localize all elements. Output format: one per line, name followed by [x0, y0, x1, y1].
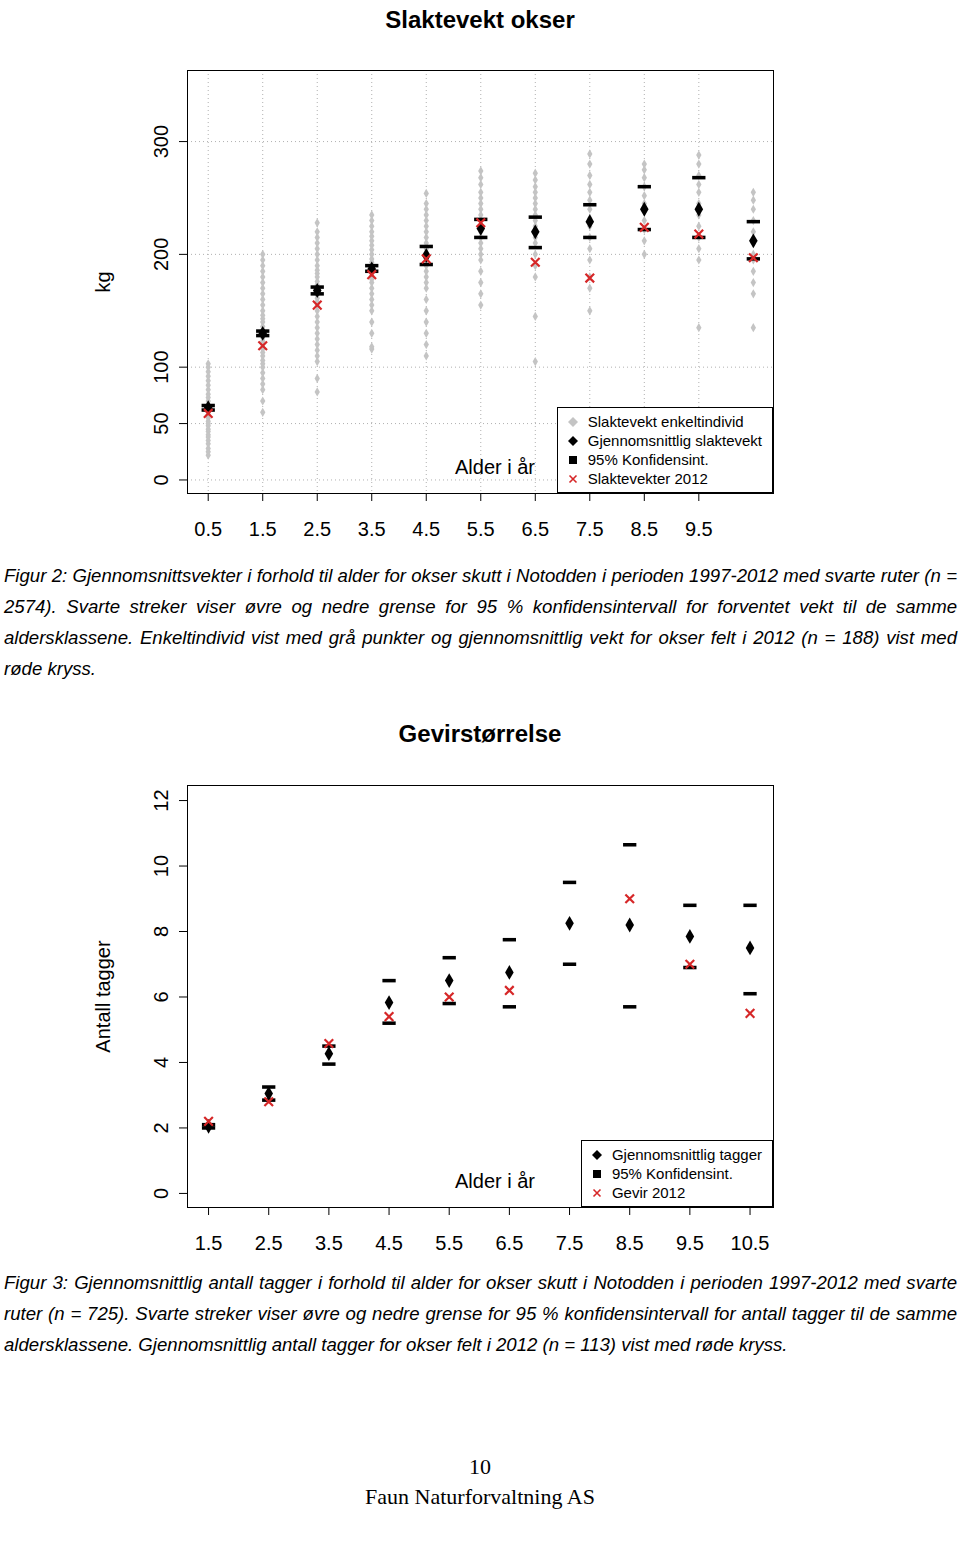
- svg-text:7.5: 7.5: [576, 518, 604, 540]
- svg-text:12: 12: [150, 789, 172, 811]
- svg-text:10: 10: [150, 855, 172, 877]
- svg-text:Antall tagger: Antall tagger: [92, 940, 114, 1053]
- svg-text:4.5: 4.5: [412, 518, 440, 540]
- svg-text:8.5: 8.5: [616, 1232, 644, 1254]
- html-text:Faun Naturforvaltning AS: Faun Naturforvaltning AS: [365, 1484, 595, 1509]
- html-text:Gjennomsnittlig slaktevekt: Gjennomsnittlig slaktevekt: [587, 432, 762, 449]
- svg-text:200: 200: [150, 238, 172, 271]
- html-text:95% Konfidensint.: 95% Konfidensint.: [611, 1165, 733, 1182]
- svg-text:3.5: 3.5: [358, 518, 386, 540]
- html-text:Figur 3: Gjennomsnittlig antal: Figur 3: Gjennomsnittlig antall tagger i…: [4, 1272, 957, 1355]
- html-text:Slaktevekter 2012: Slaktevekter 2012: [587, 470, 708, 487]
- svg-text:100: 100: [150, 350, 172, 383]
- html-text:95% Konfidensint.: 95% Konfidensint.: [587, 451, 709, 468]
- svg-text:8.5: 8.5: [630, 518, 658, 540]
- svg-text:6.5: 6.5: [521, 518, 549, 540]
- svg-text:6.5: 6.5: [495, 1232, 523, 1254]
- html-text:10: 10: [469, 1454, 491, 1479]
- svg-text:300: 300: [150, 125, 172, 158]
- svg-text:50: 50: [150, 412, 172, 434]
- svg-text:9.5: 9.5: [676, 1232, 704, 1254]
- svg-text:0.5: 0.5: [194, 518, 222, 540]
- svg-text:9.5: 9.5: [685, 518, 713, 540]
- html-text:Slaktevekt enkeltindivid: Slaktevekt enkeltindivid: [587, 413, 744, 430]
- svg-text:2: 2: [150, 1122, 172, 1133]
- svg-text:0: 0: [150, 474, 172, 485]
- svg-text:10.5: 10.5: [731, 1232, 770, 1254]
- html-text:Alder i år: Alder i år: [455, 456, 535, 478]
- svg-text:kg: kg: [92, 271, 114, 292]
- svg-text:8: 8: [150, 926, 172, 937]
- svg-text:5.5: 5.5: [435, 1232, 463, 1254]
- svg-text:2.5: 2.5: [255, 1232, 283, 1254]
- html-text:Slaktevekt okser: Slaktevekt okser: [385, 6, 575, 33]
- html-text:Alder i år: Alder i år: [455, 1170, 535, 1192]
- svg-text:3.5: 3.5: [315, 1232, 343, 1254]
- html-text:Gevirstørrelse: Gevirstørrelse: [398, 720, 562, 747]
- html-text:Gjennomsnittlig tagger: Gjennomsnittlig tagger: [611, 1146, 762, 1163]
- svg-text:2.5: 2.5: [303, 518, 331, 540]
- svg-text:1.5: 1.5: [195, 1232, 223, 1254]
- svg-text:0: 0: [150, 1188, 172, 1199]
- svg-text:4: 4: [150, 1057, 172, 1068]
- svg-text:1.5: 1.5: [249, 518, 277, 540]
- html-text:Figur 2: Gjennomsnittsvekter i: Figur 2: Gjennomsnittsvekter i forhold t…: [4, 565, 957, 679]
- svg-text:4.5: 4.5: [375, 1232, 403, 1254]
- html-text:Gevir 2012: Gevir 2012: [611, 1184, 686, 1201]
- svg-text:5.5: 5.5: [467, 518, 495, 540]
- svg-text:7.5: 7.5: [556, 1232, 584, 1254]
- svg-text:6: 6: [150, 991, 172, 1002]
